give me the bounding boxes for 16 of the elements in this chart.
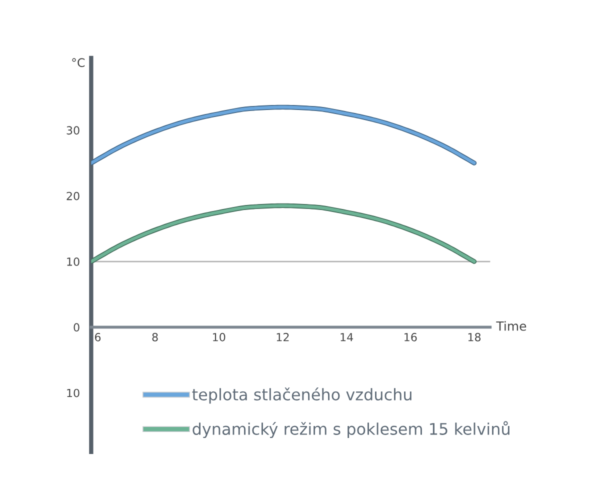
x-tick-label: 8	[152, 332, 158, 342]
x-tick-label: 6	[94, 332, 101, 342]
y-axis-title: °C	[72, 58, 85, 68]
x-tick-label: 18	[468, 332, 481, 342]
y-tick-label: 0	[74, 323, 80, 332]
x-tick-label: 12	[276, 332, 289, 342]
x-tick-label: 16	[404, 332, 417, 342]
x-tick-label: 10	[213, 332, 226, 342]
y-tick-label: 20	[66, 192, 80, 200]
legend-label: teplota stlačeného vzduchu	[192, 388, 412, 404]
y-tick-label: 10	[67, 257, 80, 266]
y-tick-label: 10	[67, 388, 80, 398]
legend-label: dynamický režim s poklesem 15 kelvinů	[192, 421, 510, 438]
y-tick-label: 30	[66, 126, 80, 135]
x-tick-label: 14	[340, 333, 354, 342]
x-axis-title: Time	[496, 321, 526, 331]
